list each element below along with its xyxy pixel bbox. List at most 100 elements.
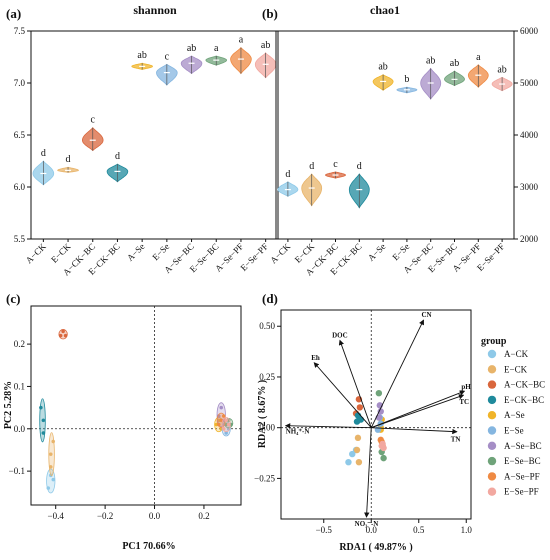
panel-c-frame	[30, 305, 242, 506]
legend-label: A−CK	[504, 349, 529, 359]
pca-ytick-label: 0.0	[14, 424, 26, 434]
chao1-significance-label: d	[285, 169, 290, 180]
panel-b-marks: 20003000400050006000dA−CKdE−CKcA−CK−BCdE…	[268, 26, 538, 278]
rda-xtick-label: 0.5	[413, 525, 425, 535]
pca-ytick-label: 0.1	[14, 381, 25, 391]
pca-point	[48, 465, 53, 469]
rda-arrow	[371, 427, 458, 435]
panel-d-xlabel: RDA1 ( 49.87% )	[339, 542, 412, 553]
rda-arrow-label: pH	[461, 383, 471, 391]
legend-title: group	[481, 336, 507, 347]
legend-swatch	[487, 395, 497, 405]
chao1-ytick-label: 3000	[520, 182, 539, 192]
pca-point	[224, 418, 228, 423]
shannon-significance-label: ab	[187, 43, 196, 54]
rda-point	[354, 434, 362, 442]
pca-point	[221, 414, 226, 418]
rda-ytick-label: 0.50	[259, 321, 275, 331]
chao1-xtick-label: E−Se	[390, 241, 411, 262]
shannon-significance-label: ab	[137, 50, 146, 61]
legend-swatch	[487, 349, 497, 359]
rda-arrow-label: NH₄⁺-N	[286, 428, 310, 436]
panel-d: (d) RDA1 ( 49.87% ) RDA2 ( 8.67% ) −0.5 0…	[254, 291, 472, 553]
legend-swatch	[487, 487, 497, 496]
chao1-significance-label: ab	[450, 58, 459, 69]
rda-point	[355, 458, 363, 466]
chao1-significance-label: ab	[426, 55, 435, 66]
rda-ytick-label: −0.25	[254, 473, 275, 483]
pca-point	[41, 431, 46, 435]
panel-c: (c) PC1 70.66% PC2 5.28% −0.4 −0.2 0.0 0.2−…	[3, 291, 242, 552]
rda-arrow	[338, 339, 372, 428]
pca-ytick-label: 0.2	[14, 339, 25, 349]
panel-a-label: (a)	[6, 6, 21, 21]
panel-a-title: shannon	[133, 3, 177, 17]
legend-label: E−CK−BC	[504, 395, 544, 405]
shannon-xtick-label: A−Se	[125, 241, 147, 263]
shannon-ytick-label: 7.0	[14, 78, 26, 88]
rda-ytick-label: 0.25	[259, 372, 275, 382]
pca-point	[41, 418, 46, 423]
panel-a-marks: 5.56.06.57.07.5dA−CKdE−CKcA−CK−BCdE−CK−B…	[14, 26, 277, 278]
panel-b-label: (b)	[262, 6, 278, 21]
legend-label: A−Se−BC	[504, 441, 542, 451]
chao1-ytick-label: 5000	[520, 78, 539, 88]
chao1-ytick-label: 6000	[520, 26, 539, 36]
panel-c-xlabel: PC1 70.66%	[122, 541, 175, 552]
legend-label: E−CK	[504, 364, 528, 374]
shannon-ytick-label: 7.5	[14, 26, 26, 36]
legend-label: A−Se	[504, 410, 525, 420]
legend-label: A−CK−BC	[504, 380, 545, 390]
chao1-xtick-label: A−Se	[366, 241, 388, 263]
rda-arrow-label: NO₃⁻-N	[355, 520, 379, 528]
shannon-xtick-label: E−Se	[150, 241, 171, 262]
chao1-significance-label: ab	[497, 64, 506, 75]
rda-point	[349, 450, 356, 458]
pca-point	[51, 439, 56, 444]
legend-swatch	[487, 365, 497, 374]
legend-swatch	[487, 426, 497, 435]
legend-swatch	[487, 380, 497, 389]
pca-point	[51, 477, 56, 482]
legend-label: E−Se−PF	[504, 487, 539, 497]
shannon-ytick-label: 5.5	[14, 234, 26, 244]
panel-d-ylabel: RDA2 ( 8.67% )	[257, 380, 268, 448]
rda-arrow-label: CN	[422, 311, 432, 319]
chao1-significance-label: d	[357, 161, 362, 172]
shannon-significance-label: a	[214, 43, 219, 54]
pca-point	[216, 422, 221, 427]
panel-c-label: (c)	[6, 291, 20, 306]
shannon-xtick-label: E−Se−PF	[238, 241, 270, 273]
rda-point	[357, 416, 364, 423]
rda-point	[380, 454, 387, 462]
pca-point	[63, 333, 68, 338]
panel-b-title: chao1	[370, 3, 400, 17]
panel-d-frame	[280, 309, 472, 520]
rda-point	[353, 446, 361, 454]
shannon-ytick-label: 6.0	[14, 182, 26, 192]
shannon-significance-label: c	[165, 51, 170, 62]
pca-xtick-label: 0.0	[149, 511, 161, 521]
chao1-significance-label: ab	[378, 62, 387, 73]
legend-label: E−Se−BC	[504, 456, 541, 466]
panel-d-label: (d)	[262, 291, 278, 306]
rda-point	[378, 442, 385, 450]
shannon-significance-label: a	[239, 35, 244, 46]
legend-swatch	[487, 411, 497, 420]
rda-point	[375, 389, 383, 397]
rda-arrow-label: TC	[459, 398, 469, 406]
panel-c-marks: −0.4 −0.2 0.0 0.2 −0.1 0.0 0.1 0.2	[9, 306, 241, 521]
shannon-significance-label: d	[41, 148, 46, 159]
chao1-significance-label: a	[476, 52, 481, 63]
panel-a: (a) shannon 5.56.06.57.07.5dA−CKdE−CKcA−…	[6, 3, 279, 278]
pca-point	[61, 329, 65, 334]
chao1-ytick-label: 2000	[520, 234, 539, 244]
chao1-significance-label: b	[404, 74, 409, 85]
rda-xtick-label: 0.0	[366, 525, 378, 535]
rda-arrow	[284, 423, 372, 429]
rda-point	[377, 408, 384, 415]
legend-items: A−CK E−CK A−CK−BC E−CK−BC A−Se E−Se A−Se−BC E−S…	[487, 349, 545, 497]
legend: group A−CK E−CK A−CK−BC E−CK−BC A−Se E−Se A−Se…	[481, 336, 545, 497]
panel-d-marks: −0.5 0.0 0.5 1.0 −0.25 0.00 0.25 0.50 CN pH TC TN DO…	[254, 310, 472, 535]
